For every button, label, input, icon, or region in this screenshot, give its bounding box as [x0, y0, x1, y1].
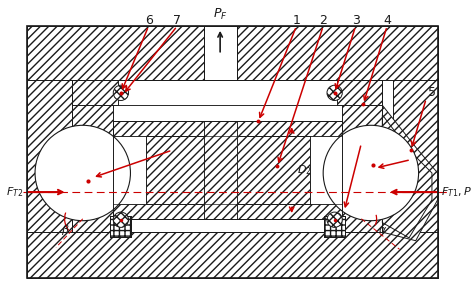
Circle shape [327, 212, 342, 227]
Bar [27, 81, 72, 232]
Bar [342, 105, 383, 232]
Circle shape [327, 85, 342, 100]
Bar [342, 105, 383, 232]
Bar [27, 26, 438, 81]
Text: $\alpha$: $\alpha$ [378, 225, 387, 235]
Circle shape [113, 212, 128, 227]
Bar [310, 136, 342, 205]
Bar [110, 216, 131, 237]
Bar [27, 232, 438, 278]
Bar [72, 105, 113, 232]
Bar [113, 136, 146, 205]
Bar [72, 81, 118, 105]
Text: 2: 2 [319, 14, 327, 27]
Bar [27, 232, 438, 278]
Bar [393, 81, 438, 232]
Bar [324, 216, 345, 237]
Bar [337, 81, 383, 105]
Bar [324, 216, 345, 237]
Bar [110, 216, 131, 237]
Text: 6: 6 [145, 14, 153, 27]
Text: $\beta$: $\beta$ [61, 223, 70, 237]
Text: $F_{T2}$: $F_{T2}$ [6, 185, 24, 199]
Bar [27, 26, 438, 81]
Bar [324, 216, 345, 237]
Text: 7: 7 [173, 14, 181, 27]
Circle shape [35, 125, 130, 221]
Bar [72, 81, 383, 232]
Bar [146, 136, 310, 205]
Bar [110, 216, 131, 237]
Polygon shape [383, 115, 432, 238]
Text: 3: 3 [352, 14, 360, 27]
Bar [337, 81, 383, 105]
Text: 4: 4 [383, 14, 391, 27]
Bar [204, 26, 237, 81]
Bar [118, 81, 337, 105]
Bar [113, 122, 342, 219]
Bar [146, 136, 310, 205]
Text: $D_2$: $D_2$ [297, 163, 312, 177]
Bar [204, 122, 237, 219]
Circle shape [323, 125, 419, 221]
Bar [393, 81, 438, 232]
Bar [27, 81, 72, 232]
Bar [113, 122, 342, 219]
Polygon shape [383, 105, 438, 241]
Bar [72, 81, 118, 105]
Text: 5: 5 [428, 86, 436, 99]
Bar [146, 136, 310, 205]
Circle shape [113, 85, 128, 100]
Bar [72, 105, 113, 232]
Text: $F_{T1}, P$: $F_{T1}, P$ [441, 185, 472, 199]
Bar [204, 122, 237, 219]
Text: $P_F$: $P_F$ [213, 7, 228, 22]
Text: 1: 1 [292, 14, 301, 27]
